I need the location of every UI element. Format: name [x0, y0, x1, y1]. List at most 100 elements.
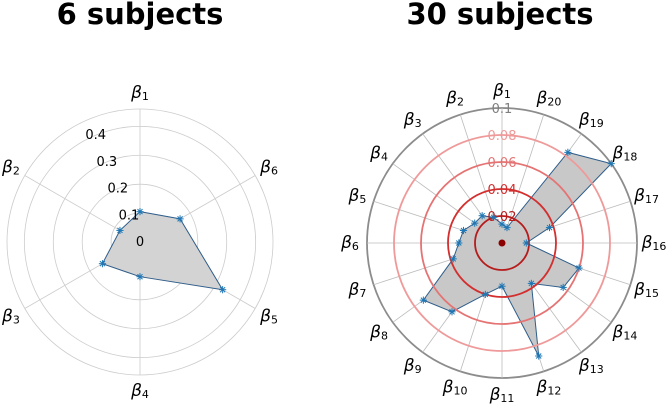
highlight-ring-2 [420, 161, 584, 325]
data-point-4 [98, 260, 107, 268]
data-point-14 [449, 255, 457, 263]
axis-label-symbol: β [1, 158, 13, 178]
marker-stroke-3 [608, 160, 615, 167]
rtick-label-3: 0.3 [96, 155, 117, 170]
axis-label-subscript: 16 [652, 240, 666, 253]
data-point-6 [575, 264, 583, 272]
axis-label-symbol: β [403, 110, 415, 130]
axis-label-2: β19 [578, 110, 604, 130]
marker-stroke-3 [499, 221, 505, 227]
marker-stroke-3 [471, 220, 478, 227]
marker-stroke-3 [99, 260, 106, 267]
spoke-1 [501, 114, 545, 244]
marker-stroke-3 [560, 284, 567, 291]
axis-label-4: β3 [1, 307, 20, 327]
marker-stroke-3 [479, 212, 486, 219]
axis-label-16: β5 [348, 186, 367, 206]
axis-label-symbol: β [633, 186, 645, 206]
data-point-1 [503, 223, 511, 232]
axis-label-symbol: β [489, 385, 501, 405]
axis-label-subscript: 5 [359, 193, 366, 206]
marker-stroke-3 [576, 265, 582, 271]
axis-label-9: β12 [536, 378, 562, 398]
axis-label-subscript: 1 [142, 90, 149, 103]
rtick-label-2: 0.2 [108, 182, 129, 197]
marker-stroke-3 [117, 227, 123, 234]
axis-label-symbol: β [1, 307, 13, 327]
axis-label-8: β13 [578, 356, 604, 376]
marker-stroke-3 [490, 214, 497, 221]
marker-stroke-3 [449, 308, 455, 315]
data-point-0 [498, 220, 506, 228]
marker-stroke-3 [504, 224, 510, 231]
axis-label-18: β3 [403, 110, 422, 130]
axis-label-symbol: β [369, 144, 381, 164]
axis-label-symbol: β [536, 378, 548, 398]
axis-label-symbol: β [403, 356, 415, 376]
axis-label-subscript: 18 [623, 151, 637, 164]
radar-chart-30-subjects: 0.020.040.060.080.1β1 β20β19β18β17β16β15β… [340, 81, 666, 405]
data-point-3 [607, 160, 615, 168]
data-point-10 [498, 282, 506, 290]
data-point-18 [478, 212, 486, 220]
axis-label-subscript: 9 [415, 363, 422, 376]
center-dot [498, 239, 506, 247]
axis-label-symbol: β [259, 158, 271, 178]
marker-stroke-3 [546, 224, 553, 231]
axis-label-subscript: 2 [13, 165, 20, 178]
highlight-ring-3 [393, 134, 611, 352]
axis-label-symbol: β [492, 81, 504, 101]
rtick-label-0: 0 [136, 235, 144, 250]
data-point-7 [559, 283, 567, 292]
axis-label-symbol: β [633, 280, 645, 300]
axis-label-subscript: 8 [381, 329, 388, 342]
marker-stroke-3 [137, 208, 143, 215]
axis-label-subscript: 13 [590, 363, 604, 376]
highlight-ring-1 [447, 188, 557, 298]
axis-label-symbol: β [130, 381, 142, 401]
axis-label-subscript: 11 [500, 392, 514, 405]
axis-label-subscript: 14 [623, 329, 637, 342]
axis-label-subscript: 17 [645, 193, 659, 206]
axis-label-symbol: β [369, 322, 381, 342]
axis-label-subscript: 1 [504, 88, 511, 101]
data-point-15 [455, 239, 463, 247]
axis-label-11: β10 [442, 378, 468, 398]
marker-stroke-3 [523, 240, 530, 246]
axis-label-3: β18 [612, 144, 638, 164]
axis-label-1: β20 [536, 88, 562, 108]
axis-label-symbol: β [348, 280, 360, 300]
axis-label-10: β11 [489, 385, 515, 405]
chart-title-right: 30 subjects [406, 0, 593, 31]
axis-label-symbol: β [442, 378, 454, 398]
axis-label-subscript: 6 [352, 240, 359, 253]
axis-label-subscript: 10 [453, 385, 467, 398]
rtick-label-1: 0.04 [488, 183, 517, 198]
axis-label-0: β1 [492, 81, 511, 101]
data-point-8 [527, 279, 535, 288]
axis-label-7: β14 [612, 322, 638, 342]
rtick-label-4: 0.1 [492, 102, 513, 117]
rtick-label-2: 0.06 [488, 156, 517, 171]
axis-label-symbol: β [612, 144, 624, 164]
data-point-19 [490, 213, 498, 221]
axis-label-subscript: 4 [142, 388, 149, 401]
axis-label-symbol: β [259, 307, 271, 327]
axis-label-0: β1 [130, 83, 149, 103]
axis-label-4: β17 [633, 186, 659, 206]
data-point-2 [564, 148, 572, 156]
axis-label-12: β9 [403, 356, 422, 376]
rtick-label-4: 0.4 [85, 128, 106, 143]
data-point-17 [471, 219, 479, 227]
axis-label-symbol: β [536, 88, 548, 108]
marker-stroke-3 [564, 149, 571, 156]
axis-label-subscript: 19 [590, 117, 604, 130]
marker-stroke-3 [450, 255, 457, 262]
data-point-5 [116, 226, 124, 235]
data-point-5 [522, 239, 530, 247]
marker-stroke-3 [177, 215, 183, 222]
data-point-13 [419, 296, 427, 304]
axis-label-symbol: β [348, 186, 360, 206]
